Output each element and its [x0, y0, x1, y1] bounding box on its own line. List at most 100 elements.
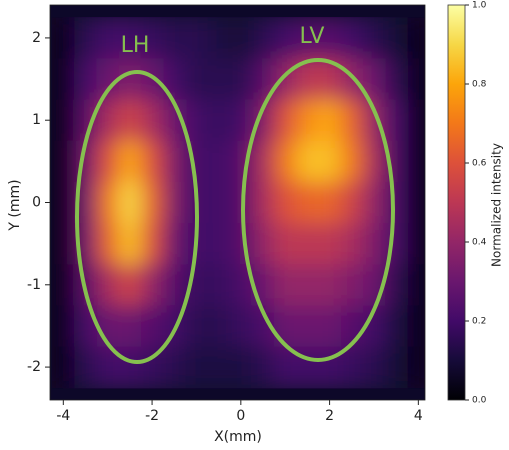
- colorbar-tick-label: 0.0: [472, 396, 487, 406]
- heatmap-cell: [96, 346, 120, 389]
- annotation: LH: [121, 33, 150, 58]
- x-tick-label: 2: [325, 408, 334, 424]
- heatmap-cell: [229, 264, 253, 306]
- heatmap-cell: [362, 17, 386, 59]
- heatmap-cell: [274, 181, 297, 224]
- heatmap-cell: [163, 264, 186, 306]
- heatmap-cell: [163, 140, 186, 183]
- heatmap-cell: [96, 181, 120, 224]
- heatmap-cell: [207, 181, 231, 224]
- heatmap-cell: [74, 17, 98, 59]
- heatmap-cell: [96, 223, 120, 265]
- heatmap-cell: [118, 346, 142, 389]
- heatmap-cell: [340, 305, 364, 348]
- heatmap-cell: [340, 58, 364, 101]
- colorbar-tick-label: 0.8: [472, 80, 487, 90]
- heatmap-cell: [140, 264, 164, 306]
- heatmap-cell: [118, 305, 142, 348]
- heatmap-cell: [340, 264, 364, 306]
- heatmap-cell: [251, 305, 275, 348]
- heatmap-cell: [140, 17, 164, 59]
- heatmap-cell: [385, 305, 408, 348]
- heatmap-cell: [207, 140, 231, 183]
- heatmap-cell: [52, 264, 75, 306]
- heatmap-cell: [229, 346, 253, 389]
- heatmap-cell: [318, 305, 342, 348]
- heatmap-cell: [274, 140, 297, 183]
- heatmap-cell: [185, 305, 209, 348]
- annotation: LV: [300, 24, 325, 49]
- colorbar: [447, 4, 466, 401]
- colorbar-tick-label: 0.4: [472, 238, 487, 248]
- heatmap-cell: [96, 99, 120, 142]
- heatmap-cell: [140, 99, 164, 142]
- x-tick-label: 0: [236, 408, 245, 424]
- heatmap-cell: [296, 181, 319, 224]
- heatmap-cell: [140, 223, 164, 265]
- heatmap-cell: [140, 305, 164, 348]
- heatmap-cell: [52, 140, 75, 183]
- heatmap-cell: [163, 99, 186, 142]
- heatmap-cell: [229, 305, 253, 348]
- heatmap-cell: [229, 17, 253, 59]
- heatmap-cell: [274, 58, 297, 101]
- heatmap-cell: [296, 58, 319, 101]
- heatmap-cell: [407, 223, 425, 265]
- heatmap-cell: [251, 99, 275, 142]
- heatmap-cell: [362, 305, 386, 348]
- heatmap-cell: [52, 17, 75, 59]
- heatmap-cell: [385, 264, 408, 306]
- colorbar-tick-label: 0.6: [472, 159, 487, 169]
- heatmap-cell: [296, 17, 319, 59]
- heatmap-cell: [207, 17, 231, 59]
- heatmap-cell: [318, 223, 342, 265]
- colorbar-label: Normalized intensity: [490, 143, 504, 267]
- heatmap-cell: [385, 99, 408, 142]
- heatmap-cell: [96, 140, 120, 183]
- heatmap-cell: [118, 223, 142, 265]
- heatmap-cell: [407, 264, 425, 306]
- heatmap-cell: [318, 17, 342, 59]
- heatmap-cell: [74, 305, 98, 348]
- heatmap-cell: [52, 346, 75, 389]
- heatmap-cell: [118, 17, 142, 59]
- heatmap-cell: [274, 305, 297, 348]
- y-tick-label: 2: [32, 30, 41, 46]
- heatmap-cell: [340, 99, 364, 142]
- y-tick-label: -1: [27, 277, 41, 293]
- x-tick-label: -4: [56, 408, 70, 424]
- heatmap-cell: [163, 223, 186, 265]
- axes: -4 -2 0 2 4 -2 -1 0 1 2: [27, 4, 426, 424]
- heatmap-cell: [118, 140, 142, 183]
- heatmap-cell: [362, 223, 386, 265]
- heatmap-cell: [296, 305, 319, 348]
- heatmap-cell: [96, 58, 120, 101]
- heatmap-cell: [207, 223, 231, 265]
- heatmap-cell: [251, 181, 275, 224]
- heatmap-cell: [118, 181, 142, 224]
- heatmap-cell: [207, 346, 231, 389]
- heatmap-cell: [274, 223, 297, 265]
- heatmap-cell: [52, 58, 75, 101]
- heatmap-cell: [52, 181, 75, 224]
- heatmap-cell: [140, 181, 164, 224]
- heatmap-cell: [207, 58, 231, 101]
- heatmap-cell: [362, 181, 386, 224]
- heatmap-cell: [185, 58, 209, 101]
- heatmap-cell: [318, 58, 342, 101]
- heatmap-cell: [296, 140, 319, 183]
- heatmap-cell: [407, 17, 425, 59]
- colorbar-ticks: 0.0 0.2 0.4 0.6 0.8 1.0: [465, 1, 487, 406]
- heatmap-cell: [296, 223, 319, 265]
- heatmap-cell: [229, 181, 253, 224]
- heatmap-cell: [251, 223, 275, 265]
- heatmap-cell: [407, 346, 425, 389]
- heatmap-cell: [407, 305, 425, 348]
- y-tick-label: 0: [32, 195, 41, 211]
- heatmap-cell: [296, 99, 319, 142]
- heatmap-cell: [74, 181, 98, 224]
- region-ellipse: [241, 58, 395, 362]
- x-axis-label: X(mm): [214, 429, 262, 445]
- heatmap-cell: [163, 17, 186, 59]
- heatmap-cell: [52, 305, 75, 348]
